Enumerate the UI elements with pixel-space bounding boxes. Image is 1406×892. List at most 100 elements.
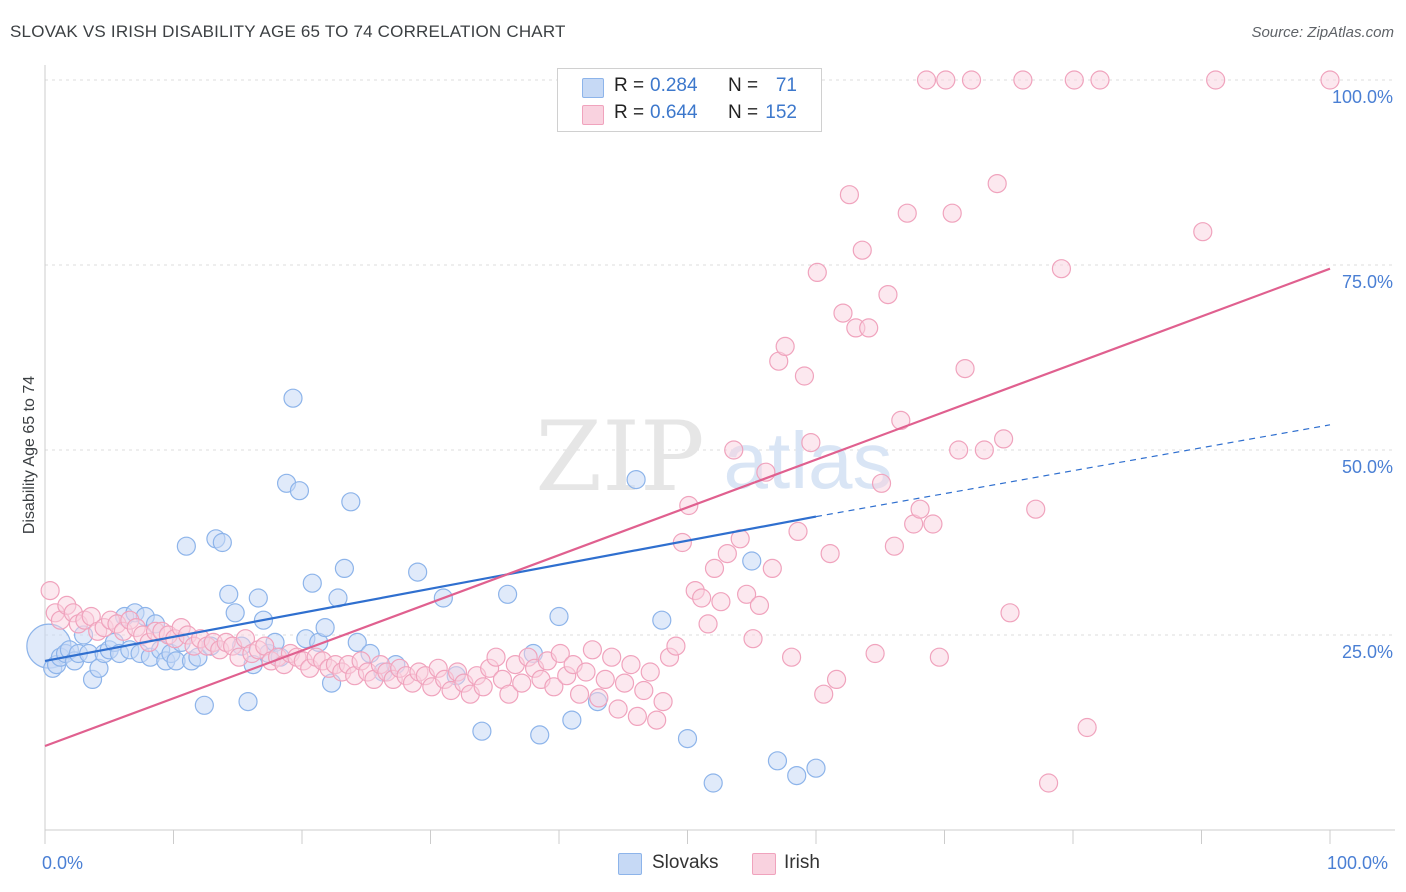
y-tick-label: 100.0% [1331,87,1393,107]
irish-point [1090,70,1110,90]
slovak-point [742,551,762,571]
irish-point [582,640,603,660]
irish-point [807,262,827,282]
irish-point [743,629,763,649]
irish-point [1320,70,1340,90]
irish-point [749,595,770,616]
irish-point [794,366,815,386]
irish-points [40,70,1340,793]
bottom-legend-irish: Irish [784,852,820,873]
slovak-point [347,632,367,653]
irish-point [1038,773,1059,793]
irish-point [820,543,840,564]
watermark-zip: ZIP [535,401,704,513]
irish-point [576,662,596,682]
irish-point [634,680,654,701]
bottom-legend-slovaks: Slovaks [652,852,719,873]
irish-point [859,318,879,338]
slovak-point [408,562,428,582]
irish-point [878,285,898,305]
legend-n-label: N = [728,102,759,123]
irish-point [544,677,564,697]
irish-point [871,473,892,493]
slovak-point [787,765,807,786]
irish-point [40,580,60,601]
irish-point [781,647,802,667]
irish-point [910,499,930,519]
irish-point [987,174,1007,194]
irish-point [589,688,609,708]
slovak-point [225,603,245,623]
irish-trendline [44,267,1331,748]
legend-r-value: 0.644 [650,102,698,123]
slovak-point [219,584,239,604]
irish-point [891,410,911,430]
y-tick-label: 50.0% [1341,457,1393,477]
irish-point [692,588,712,608]
slovak-point [176,536,196,556]
legend-n-value: 71 [775,75,797,96]
irish-point [1077,717,1097,738]
slovak-point [283,388,303,408]
irish-point [1206,70,1226,90]
watermark: ZIP atlas [535,401,892,513]
irish-point [679,495,699,516]
irish-point [833,303,853,323]
bottom-legend-irish-swatch [752,853,776,875]
irish-point [473,677,493,697]
legend-n-label: N = [728,75,759,96]
legend-r-label: R = [614,75,645,96]
stats-legend: R = 0.284 N = 71 R = 0.644 N = 152 [557,68,822,132]
irish-point [1193,222,1213,242]
legend-row-slovaks: R = 0.284 N = 71 [558,75,821,101]
irish-point [852,240,872,260]
irish-point [602,647,622,667]
irish-point [949,440,969,460]
slovak-point [767,751,788,771]
slovak-point [806,758,826,778]
slovak-point [194,695,214,715]
irish-point [916,70,937,90]
slovak-trendline-extension [815,424,1331,518]
irish-point [569,684,590,704]
irish-point [923,514,943,534]
y-tick-label: 75.0% [1341,272,1393,292]
irish-point [499,684,519,704]
slovaks-swatch [582,78,604,98]
irish-point [929,647,949,667]
irish-point [955,359,975,379]
irish-point [884,536,904,556]
slovak-point [703,773,723,793]
trend-layer [44,267,1331,748]
bottom-legend-slovaks-swatch [618,853,642,875]
irish-point [614,673,635,693]
slovak-point [549,606,569,627]
slovak-point [472,721,492,741]
irish-point [717,543,737,564]
legend-row-irish: R = 0.644 N = 152 [558,102,821,128]
x-tick-label-min: 0.0% [42,853,84,873]
irish-point [550,643,570,664]
irish-point [942,203,962,223]
legend-r-value: 0.284 [650,75,698,96]
chart-source: Source: ZipAtlas.com [1251,24,1394,41]
irish-point [1051,259,1072,279]
slovak-point [289,481,310,501]
irish-point [1013,70,1033,90]
watermark-atlas: atlas [724,416,893,505]
irish-point [897,203,917,223]
irish-point [621,654,641,675]
slovak-point [677,728,698,749]
slovak-point [652,610,672,630]
irish-point [1000,603,1020,623]
irish-point [737,584,757,604]
irish-point [704,558,725,579]
chart-title: SLOVAK VS IRISH DISABILITY AGE 65 TO 74 … [10,22,566,41]
irish-point [762,558,782,579]
irish-point [839,185,860,205]
irish-point [775,336,795,356]
irish-point [936,70,956,90]
irish-point [627,706,647,727]
